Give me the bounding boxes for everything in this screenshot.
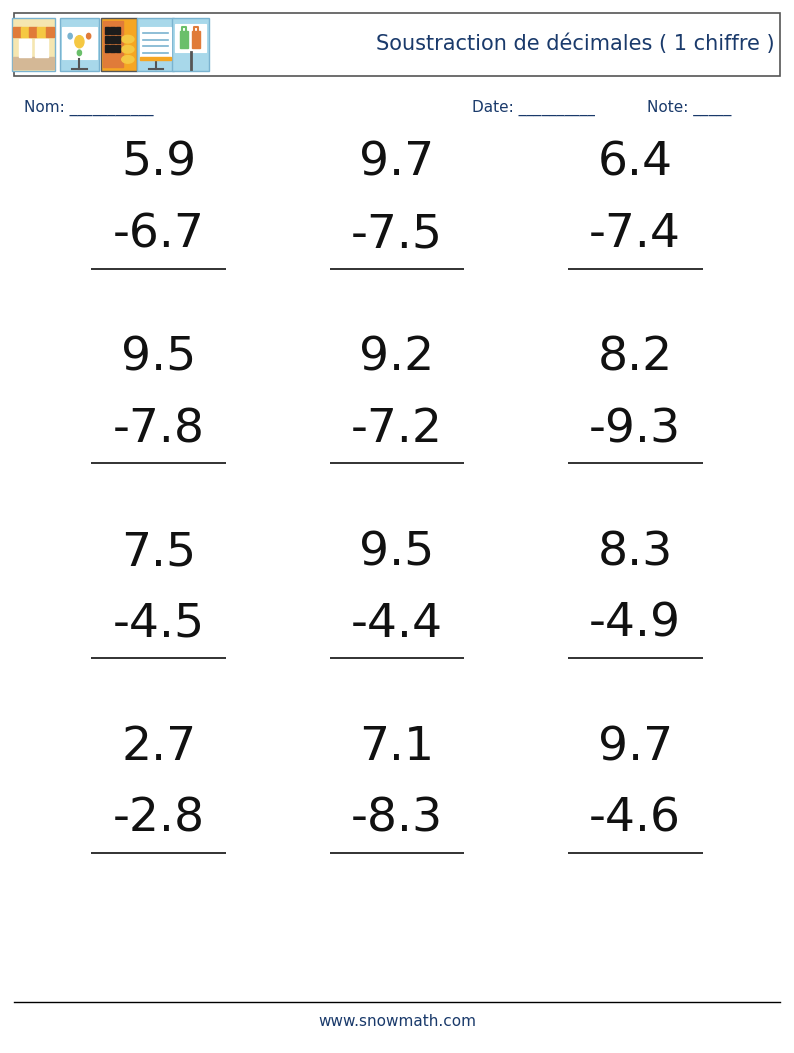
Bar — [103, 21, 122, 67]
Bar — [29, 26, 37, 37]
Bar — [110, 36, 114, 43]
Text: -7.5: -7.5 — [351, 213, 443, 257]
Text: -8.3: -8.3 — [351, 797, 443, 841]
Circle shape — [87, 34, 91, 39]
FancyBboxPatch shape — [12, 18, 55, 71]
Bar — [175, 24, 206, 52]
Text: -4.6: -4.6 — [589, 797, 681, 841]
Text: Soustraction de décimales ( 1 chiffre ): Soustraction de décimales ( 1 chiffre ) — [376, 34, 774, 55]
Text: 9.5: 9.5 — [121, 336, 196, 380]
Bar — [46, 26, 54, 37]
Bar — [110, 26, 114, 34]
Bar — [116, 44, 120, 52]
Text: -2.8: -2.8 — [113, 797, 205, 841]
Bar — [13, 57, 54, 69]
Text: 8.3: 8.3 — [598, 531, 673, 575]
Text: -7.8: -7.8 — [113, 408, 205, 452]
Text: -4.9: -4.9 — [589, 602, 681, 647]
Bar — [110, 44, 114, 52]
Bar — [116, 36, 120, 43]
Text: -7.2: -7.2 — [351, 408, 443, 452]
Text: -9.3: -9.3 — [589, 408, 681, 452]
Bar — [140, 26, 172, 59]
Bar — [62, 26, 97, 59]
Text: www.snowmath.com: www.snowmath.com — [318, 1014, 476, 1029]
Text: 5.9: 5.9 — [121, 141, 196, 185]
Text: 7.5: 7.5 — [121, 531, 196, 575]
FancyBboxPatch shape — [60, 18, 99, 71]
Text: -6.7: -6.7 — [113, 213, 205, 257]
Text: Note: _____: Note: _____ — [647, 99, 731, 116]
FancyBboxPatch shape — [101, 18, 137, 71]
Bar — [105, 26, 110, 34]
Bar — [37, 26, 46, 37]
Bar — [140, 57, 172, 60]
Circle shape — [75, 36, 84, 47]
Bar — [105, 36, 110, 43]
Bar — [13, 26, 21, 37]
Bar — [19, 39, 31, 57]
Bar — [36, 39, 48, 57]
Text: Nom: ___________: Nom: ___________ — [24, 99, 153, 116]
Text: 7.1: 7.1 — [360, 726, 434, 770]
Circle shape — [77, 51, 82, 56]
Text: 9.2: 9.2 — [360, 336, 434, 380]
Circle shape — [68, 34, 72, 39]
Text: 9.7: 9.7 — [598, 726, 673, 770]
Text: 6.4: 6.4 — [598, 141, 673, 185]
Text: 9.5: 9.5 — [360, 531, 434, 575]
Text: 9.7: 9.7 — [360, 141, 434, 185]
FancyBboxPatch shape — [14, 13, 780, 76]
Text: 2.7: 2.7 — [121, 726, 196, 770]
Bar — [105, 44, 110, 52]
Text: -7.4: -7.4 — [589, 213, 681, 257]
Text: Date: __________: Date: __________ — [472, 99, 596, 116]
Text: -4.4: -4.4 — [351, 602, 443, 647]
Ellipse shape — [121, 56, 134, 63]
Bar — [180, 31, 188, 48]
FancyBboxPatch shape — [137, 18, 174, 71]
FancyBboxPatch shape — [172, 18, 209, 71]
Bar — [21, 26, 29, 37]
Ellipse shape — [121, 45, 134, 53]
Text: 8.2: 8.2 — [598, 336, 673, 380]
Text: -4.5: -4.5 — [113, 602, 205, 647]
Bar — [116, 26, 120, 34]
Bar — [191, 31, 200, 48]
Ellipse shape — [121, 36, 134, 43]
